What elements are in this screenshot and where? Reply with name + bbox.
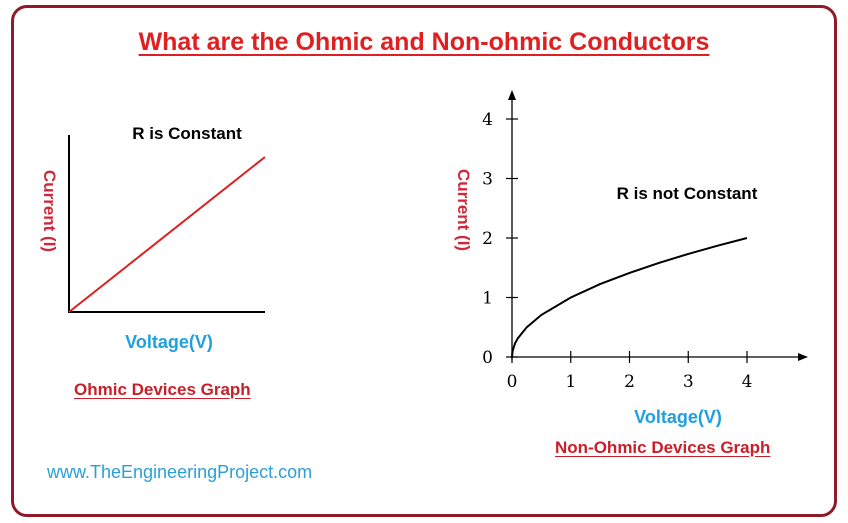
nonohmic-data-curve [511, 237, 748, 358]
x-tick-label: 2 [624, 372, 635, 392]
x-tick-label: 1 [565, 372, 576, 392]
page-title: What are the Ohmic and Non-ohmic Conduct… [138, 28, 710, 56]
y-tick-label: 0 [482, 348, 493, 368]
ohmic-x-axis-label: Voltage(V) [125, 332, 213, 352]
y-tick-label: 1 [482, 289, 493, 309]
ohmic-chart: R is Constant Current (I) Voltage(V) [40, 124, 266, 352]
x-tick-label: 3 [683, 372, 694, 392]
nonohmic-y-arrowhead [508, 90, 516, 100]
nonohmic-y-axis-label: Current (I) [454, 169, 473, 251]
x-tick-label: 0 [507, 372, 518, 392]
nonohmic-x-arrowhead [798, 353, 808, 361]
outer-frame [11, 5, 837, 517]
ohmic-annotation: R is Constant [132, 124, 242, 143]
website-link[interactable]: www.TheEngineeringProject.com [47, 462, 313, 482]
nonohmic-annotation: R is not Constant [617, 184, 758, 203]
nonohmic-chart: 0 1 2 3 4 0 1 2 3 4 R is not Constant Current (I)… [454, 90, 808, 427]
y-tick-label: 3 [482, 170, 493, 190]
y-tick-label: 2 [482, 229, 493, 249]
ohmic-y-axis-label: Current (I) [40, 170, 59, 252]
nonohmic-x-axis-label: Voltage(V) [634, 407, 722, 427]
y-tick-label: 4 [482, 110, 493, 130]
nonohmic-caption: Non-Ohmic Devices Graph [555, 438, 771, 457]
ohmic-data-line [68, 156, 266, 313]
x-tick-label: 4 [742, 372, 753, 392]
ohmic-caption: Ohmic Devices Graph [74, 380, 251, 399]
